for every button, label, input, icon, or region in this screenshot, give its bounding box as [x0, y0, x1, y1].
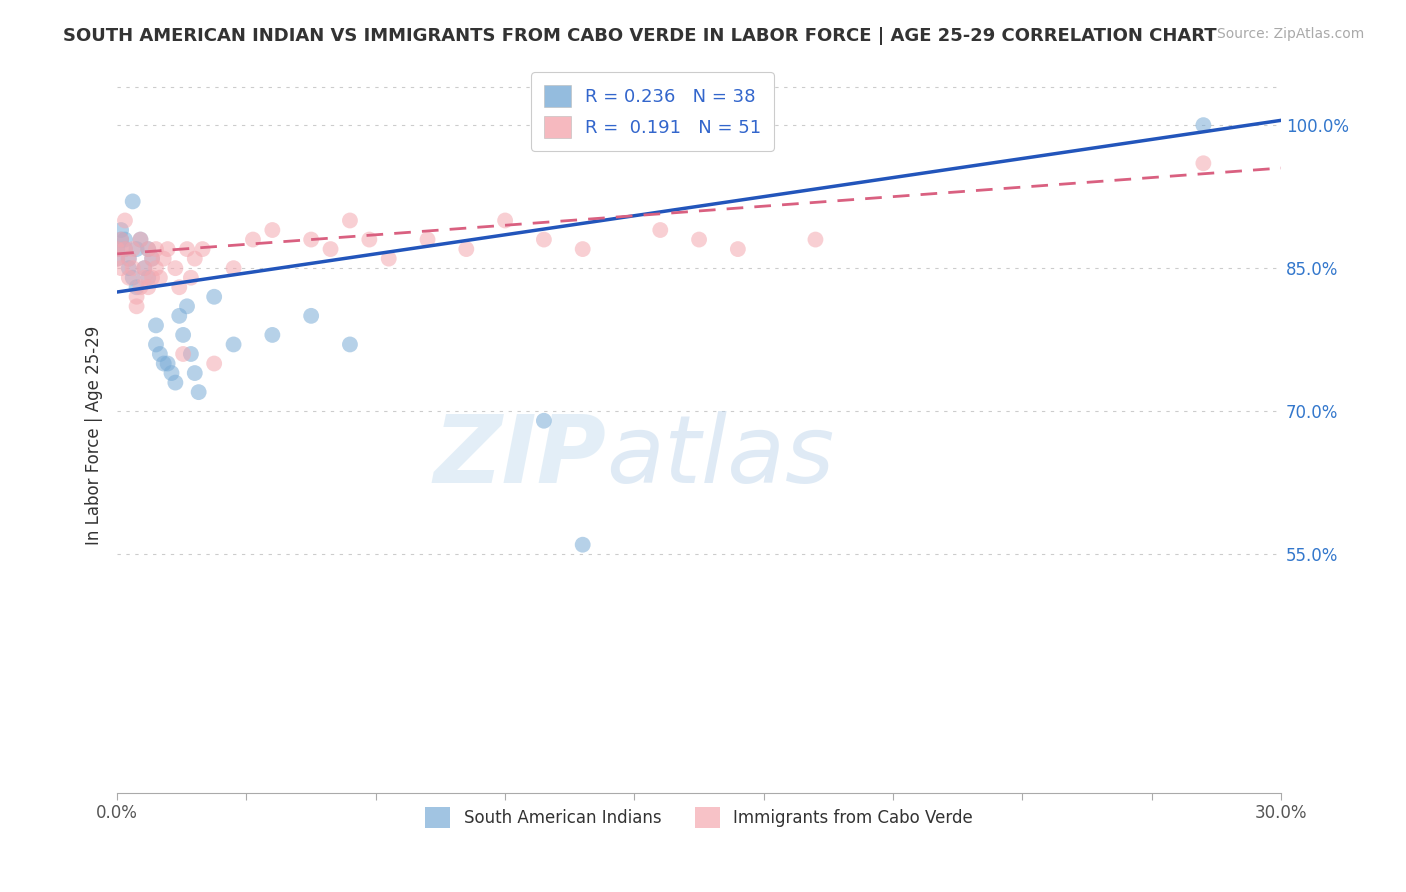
Point — [114, 242, 136, 256]
Point — [141, 252, 163, 266]
Point — [121, 261, 143, 276]
Point — [184, 252, 207, 266]
Point — [145, 318, 167, 333]
Point — [172, 347, 194, 361]
Point — [533, 233, 555, 247]
Point — [110, 233, 132, 247]
Point — [136, 242, 159, 256]
Point — [359, 233, 381, 247]
Point — [156, 242, 179, 256]
Point — [299, 309, 322, 323]
Point — [121, 194, 143, 209]
Point — [125, 299, 148, 313]
Point — [145, 337, 167, 351]
Point — [149, 270, 172, 285]
Point — [222, 261, 245, 276]
Point — [191, 242, 214, 256]
Point — [134, 270, 156, 285]
Point — [118, 261, 141, 276]
Point — [121, 270, 143, 285]
Point — [136, 280, 159, 294]
Point — [416, 233, 439, 247]
Point — [242, 233, 264, 247]
Point — [727, 242, 749, 256]
Point — [125, 290, 148, 304]
Point — [187, 385, 209, 400]
Point — [105, 242, 128, 256]
Point — [118, 252, 141, 266]
Point — [110, 233, 132, 247]
Point — [262, 223, 284, 237]
Point — [571, 242, 593, 256]
Text: Source: ZipAtlas.com: Source: ZipAtlas.com — [1216, 27, 1364, 41]
Point — [110, 223, 132, 237]
Point — [125, 280, 148, 294]
Point — [180, 270, 202, 285]
Point — [1192, 156, 1215, 170]
Point — [202, 290, 225, 304]
Point — [152, 357, 174, 371]
Point — [202, 357, 225, 371]
Point — [1192, 118, 1215, 132]
Point — [105, 252, 128, 266]
Point — [105, 242, 128, 256]
Point — [180, 347, 202, 361]
Point — [114, 242, 136, 256]
Point — [141, 270, 163, 285]
Point — [339, 213, 361, 227]
Point — [118, 252, 141, 266]
Point — [262, 327, 284, 342]
Point — [456, 242, 478, 256]
Point — [688, 233, 710, 247]
Point — [165, 261, 187, 276]
Point — [571, 538, 593, 552]
Y-axis label: In Labor Force | Age 25-29: In Labor Force | Age 25-29 — [86, 326, 103, 545]
Point — [141, 252, 163, 266]
Point — [299, 233, 322, 247]
Point — [110, 261, 132, 276]
Point — [533, 414, 555, 428]
Point — [167, 280, 190, 294]
Point — [118, 270, 141, 285]
Point — [156, 357, 179, 371]
Point — [114, 233, 136, 247]
Point — [172, 327, 194, 342]
Point — [494, 213, 516, 227]
Point — [114, 213, 136, 227]
Point — [129, 280, 152, 294]
Text: SOUTH AMERICAN INDIAN VS IMMIGRANTS FROM CABO VERDE IN LABOR FORCE | AGE 25-29 C: SOUTH AMERICAN INDIAN VS IMMIGRANTS FROM… — [63, 27, 1218, 45]
Point — [167, 309, 190, 323]
Point — [176, 299, 198, 313]
Text: atlas: atlas — [606, 411, 834, 502]
Point — [184, 366, 207, 380]
Point — [145, 242, 167, 256]
Point — [650, 223, 672, 237]
Point — [176, 242, 198, 256]
Point — [134, 261, 156, 276]
Point — [804, 233, 827, 247]
Point — [134, 261, 156, 276]
Legend: South American Indians, Immigrants from Cabo Verde: South American Indians, Immigrants from … — [419, 801, 980, 834]
Point — [339, 337, 361, 351]
Point — [136, 270, 159, 285]
Text: ZIP: ZIP — [433, 410, 606, 502]
Point — [136, 242, 159, 256]
Point — [125, 242, 148, 256]
Point — [121, 242, 143, 256]
Point — [149, 347, 172, 361]
Point — [129, 233, 152, 247]
Point — [152, 252, 174, 266]
Point — [105, 252, 128, 266]
Point — [165, 376, 187, 390]
Point — [160, 366, 183, 380]
Point — [319, 242, 342, 256]
Point — [377, 252, 399, 266]
Point — [145, 261, 167, 276]
Point — [222, 337, 245, 351]
Point — [129, 233, 152, 247]
